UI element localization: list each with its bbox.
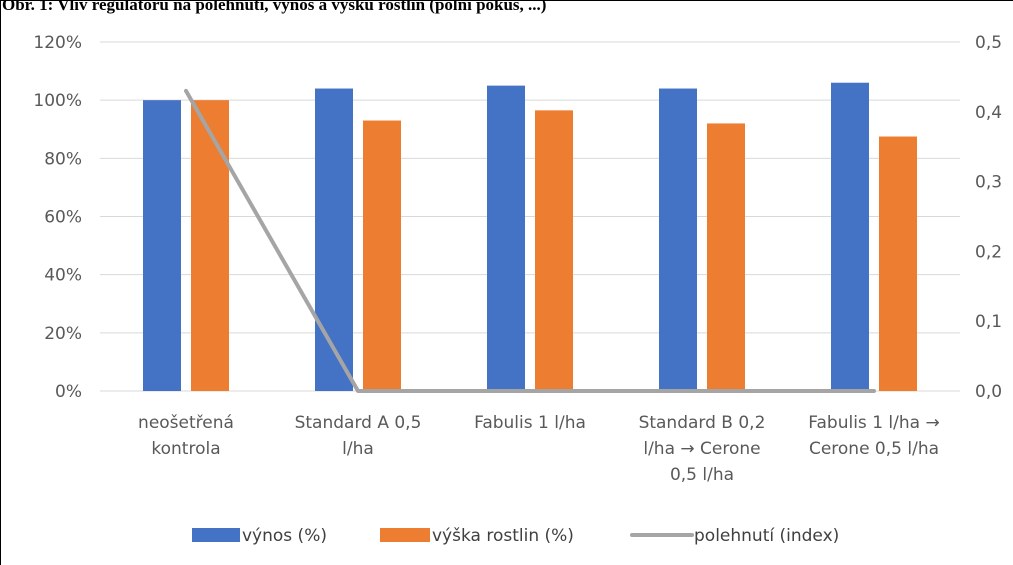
bar: [659, 88, 697, 392]
bar: [315, 88, 353, 392]
legend-label: polehnutí (index): [694, 526, 839, 546]
chart-title: Obr. 1: Vliv regulátoru na polehnutí, vý…: [2, 0, 547, 14]
x-category-label: neošetřená: [138, 413, 234, 433]
legend-label: výška rostlin (%): [432, 526, 574, 546]
x-category-label: 0,5 l/ha: [670, 465, 734, 485]
y-left-tick-label: 100%: [33, 91, 82, 111]
legend-swatch: [192, 528, 240, 542]
legend-label: výnos (%): [242, 526, 327, 546]
line-series: [184, 88, 876, 393]
y-left-tick-label: 80%: [44, 149, 82, 169]
legend-swatch: [380, 528, 430, 542]
x-category-label: Standard A 0,5: [295, 413, 422, 433]
y-right-tick-label: 0,0: [975, 382, 1002, 402]
line-polehnuti: [184, 88, 876, 393]
bar: [707, 123, 745, 391]
bar: [143, 100, 181, 392]
y-left-tick-label: 60%: [44, 208, 82, 228]
y-left-tick-label: 20%: [44, 324, 82, 344]
x-axis-categories: neošetřená kontrola Standard A 0,5 l/ha Fabu…: [138, 413, 940, 485]
y-axis-right: 0,0 0,1 0,2 0,3 0,4 0,5: [975, 33, 1002, 402]
bar: [191, 100, 229, 392]
bar: [879, 136, 917, 391]
y-right-tick-label: 0,5: [975, 33, 1002, 53]
y-right-tick-label: 0,4: [975, 103, 1002, 123]
y-right-tick-label: 0,2: [975, 242, 1002, 262]
y-right-tick-label: 0,3: [975, 173, 1002, 193]
legend: výnos (%) výška rostlin (%) polehnutí (ind…: [192, 526, 839, 546]
x-category-label: Fabulis 1 l/ha →: [808, 413, 939, 433]
x-category-label: l/ha → Cerone: [643, 439, 760, 459]
y-left-tick-label: 40%: [44, 266, 82, 286]
x-category-label: kontrola: [151, 439, 220, 459]
bar: [363, 120, 401, 392]
x-category-label: Cerone 0,5 l/ha: [809, 439, 939, 459]
y-axis-left: 0% 20% 40% 60% 80% 100% 120%: [33, 33, 82, 402]
y-right-tick-label: 0,1: [975, 312, 1002, 332]
bar: [535, 110, 573, 392]
bar: [487, 85, 525, 391]
bar: [831, 82, 869, 391]
y-left-tick-label: 120%: [33, 33, 82, 53]
x-category-label: Fabulis 1 l/ha: [474, 413, 586, 433]
y-left-tick-label: 0%: [55, 382, 82, 402]
x-category-label: Standard B 0,2: [639, 413, 766, 433]
x-category-label: l/ha: [342, 439, 374, 459]
bars: [143, 82, 917, 392]
